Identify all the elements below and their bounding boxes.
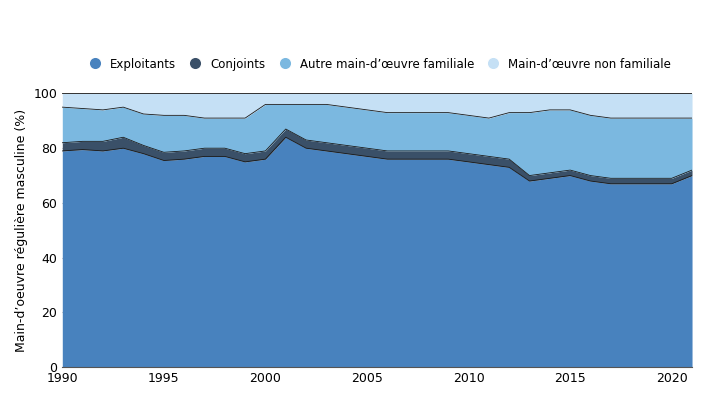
Legend: Exploitants, Conjoints, Autre main-d’œuvre familiale, Main-d’œuvre non familiale: Exploitants, Conjoints, Autre main-d’œuv… bbox=[78, 53, 676, 75]
Y-axis label: Main-d’oeuvre régulière masculine (%): Main-d’oeuvre régulière masculine (%) bbox=[15, 109, 28, 352]
